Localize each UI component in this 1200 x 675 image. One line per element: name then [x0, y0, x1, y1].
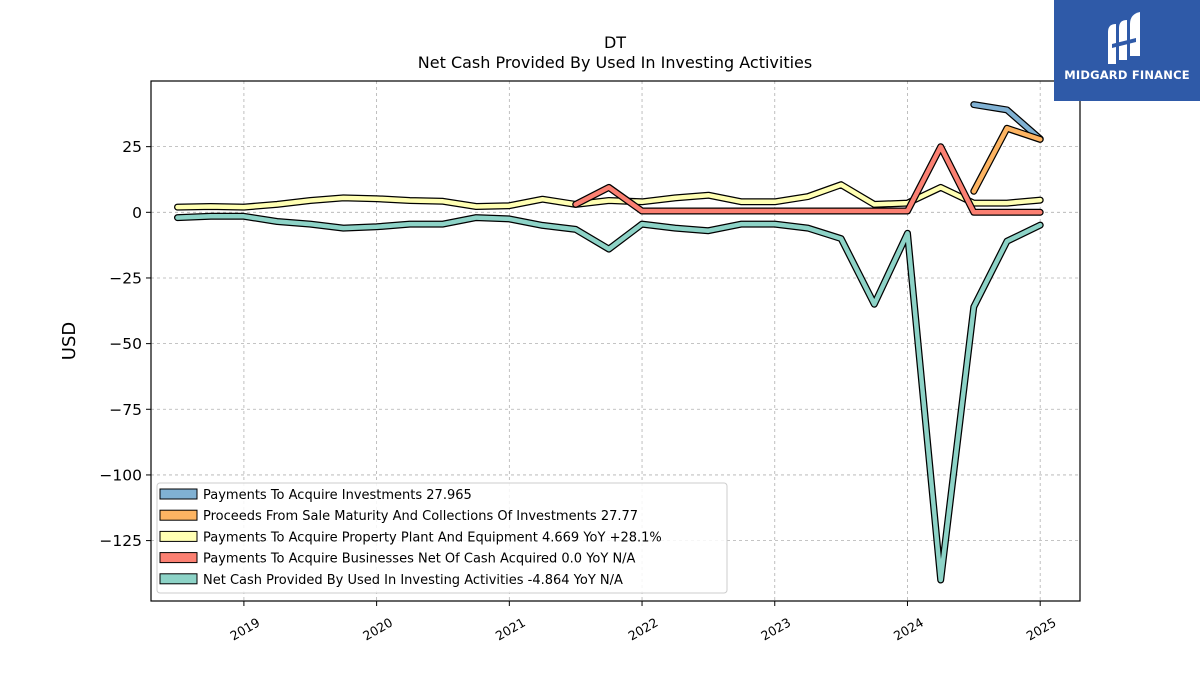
- legend-swatch-2: [159, 530, 198, 542]
- x-tick-label: 2025: [1024, 615, 1059, 644]
- x-tick-label: 2022: [625, 615, 660, 644]
- x-tick-label: 2024: [891, 615, 926, 644]
- y-tick-label: 0: [132, 204, 142, 222]
- y-axis-label: USD: [59, 322, 80, 360]
- chart-ticker: DT: [604, 33, 626, 52]
- legend-label-4: Net Cash Provided By Used In Investing A…: [203, 573, 623, 588]
- y-tick-label: −50: [109, 335, 142, 353]
- x-tick-label: 2019: [227, 615, 262, 644]
- legend-swatch-4: [159, 573, 198, 585]
- legend-label-0: Payments To Acquire Investments 27.965: [203, 488, 472, 503]
- brand-name: MIDGARD FINANCE: [1064, 68, 1190, 82]
- plot-frame: [150, 80, 1081, 602]
- brand-logo: MIDGARD FINANCE: [1054, 0, 1200, 101]
- x-tick-label: 2023: [758, 615, 793, 644]
- legend-box: [156, 482, 728, 594]
- y-tick-label: −125: [99, 532, 142, 550]
- chart-title: Net Cash Provided By Used In Investing A…: [418, 53, 812, 72]
- y-tick-label: 25: [122, 138, 142, 156]
- legend-label-1: Proceeds From Sale Maturity And Collecti…: [203, 509, 638, 524]
- legend-swatch-3: [159, 552, 198, 564]
- y-tick-label: −75: [109, 401, 142, 419]
- x-tick-label: 2021: [493, 615, 528, 644]
- series-line-3: [573, 144, 1043, 215]
- series-line-4: [175, 214, 1043, 583]
- midgard-logo-icon: [1108, 12, 1140, 64]
- y-tick-label: −100: [99, 466, 142, 484]
- legend-swatch-1: [159, 509, 198, 521]
- series-line-1: [971, 126, 1043, 194]
- plot-area: 25 0 −25 −50 −75 −100 −125 2019 2020 2021 2022 2023…: [99, 80, 1081, 644]
- series-line-0: [971, 102, 1043, 142]
- y-tick-label: −25: [109, 269, 142, 287]
- legend-label-2: Payments To Acquire Property Plant And E…: [203, 530, 662, 545]
- legend-swatch-0: [159, 488, 198, 500]
- legend-label-3: Payments To Acquire Businesses Net Of Ca…: [203, 552, 636, 567]
- x-tick-label: 2020: [360, 615, 395, 644]
- series-line-2: [175, 182, 1043, 210]
